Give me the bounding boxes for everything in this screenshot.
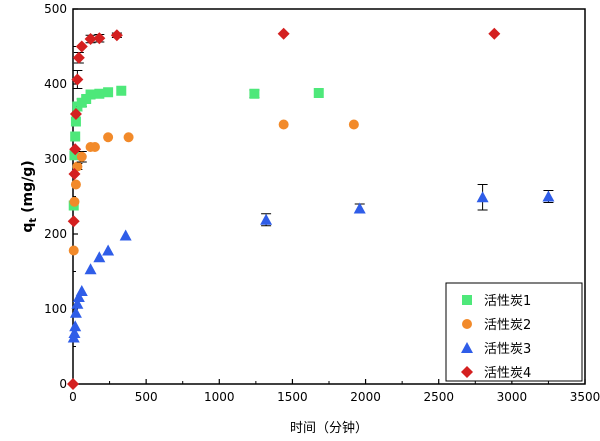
legend-label: 活性炭2 xyxy=(484,318,531,333)
x-tick-label: 500 xyxy=(135,390,158,404)
x-tick-label: 3500 xyxy=(570,390,600,404)
data-point xyxy=(542,190,555,202)
y-tick-label: 100 xyxy=(44,302,67,316)
x-tick-label: 3000 xyxy=(497,390,528,404)
data-point xyxy=(68,245,79,256)
x-axis-label: 时间（分钟） xyxy=(290,420,368,436)
data-point xyxy=(116,85,127,96)
data-point xyxy=(94,88,105,99)
data-point xyxy=(68,168,81,180)
legend-marker xyxy=(462,295,472,305)
data-point xyxy=(67,215,80,228)
legend-marker xyxy=(461,342,473,353)
data-point xyxy=(71,297,84,309)
data-point xyxy=(85,89,96,100)
data-point xyxy=(93,251,106,263)
legend-label: 活性炭4 xyxy=(484,366,531,381)
y-tick-label: 0 xyxy=(59,377,67,391)
data-point xyxy=(103,87,114,98)
data-point xyxy=(278,119,289,130)
data-point xyxy=(348,119,359,130)
data-point xyxy=(69,150,80,161)
data-point xyxy=(476,191,489,203)
series-3 xyxy=(67,184,555,343)
x-tick-label: 0 xyxy=(69,390,77,404)
series-1 xyxy=(68,85,324,211)
data-point xyxy=(69,196,80,207)
data-point xyxy=(69,143,82,156)
data-point xyxy=(69,306,82,318)
data-point xyxy=(260,213,273,225)
y-tick-label: 500 xyxy=(44,2,67,16)
data-point xyxy=(488,27,501,40)
data-point xyxy=(110,29,123,42)
data-point xyxy=(84,33,97,45)
x-tick-label: 1500 xyxy=(277,390,308,404)
data-point xyxy=(70,131,81,142)
legend-marker xyxy=(461,366,473,378)
data-point xyxy=(70,179,81,190)
data-point xyxy=(69,108,82,120)
data-point xyxy=(89,142,100,152)
data-point xyxy=(75,40,88,53)
data-point xyxy=(93,32,106,45)
x-tick-label: 2000 xyxy=(350,390,381,404)
data-point xyxy=(313,88,324,98)
data-point xyxy=(70,116,81,127)
data-point xyxy=(102,244,115,256)
x-tick-label: 2500 xyxy=(423,390,454,404)
data-point xyxy=(72,291,85,302)
y-tick-label: 400 xyxy=(44,77,67,91)
data-point xyxy=(71,73,84,86)
series-4 xyxy=(67,27,501,390)
data-point xyxy=(123,132,134,143)
data-point xyxy=(69,320,82,332)
x-tick-label: 1000 xyxy=(204,390,235,404)
legend-label: 活性炭3 xyxy=(484,342,531,357)
y-tick-label: 300 xyxy=(44,152,67,166)
data-point xyxy=(84,263,97,275)
legend-label: 活性炭1 xyxy=(484,294,531,309)
data-point xyxy=(75,285,88,296)
data-point xyxy=(67,378,79,390)
data-point xyxy=(103,132,114,143)
data-point xyxy=(72,51,85,64)
data-point xyxy=(76,151,87,162)
series-2 xyxy=(68,119,359,256)
legend: 活性炭1 活性炭2 活性炭3 活性炭4 xyxy=(445,282,583,382)
data-point xyxy=(249,88,260,99)
y-tick-label: 200 xyxy=(44,227,67,241)
y-axis-label: qt (mg/g) xyxy=(20,160,39,232)
data-point xyxy=(68,327,81,338)
data-point xyxy=(353,202,366,214)
data-point xyxy=(277,27,290,40)
data-point xyxy=(119,229,132,241)
legend-marker xyxy=(462,319,472,329)
